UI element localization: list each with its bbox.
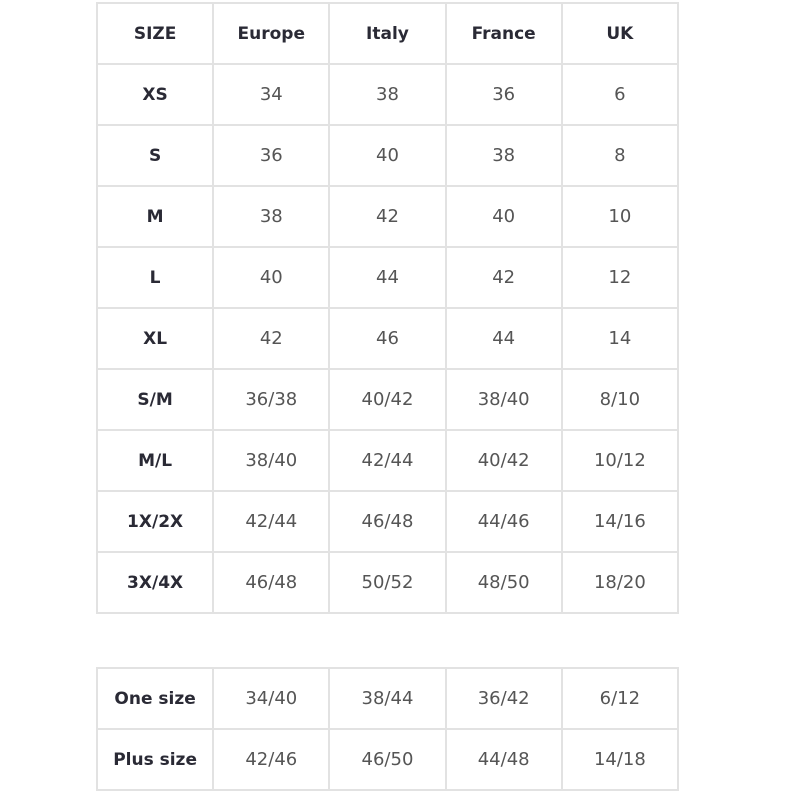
size-value-cell: 36 bbox=[444, 63, 563, 126]
table-row: One size 34/40 38/44 36/42 6/12 bbox=[95, 667, 680, 730]
size-value-cell: 46 bbox=[328, 307, 447, 370]
table-row: Plus size 42/46 46/50 44/48 14/18 bbox=[95, 728, 680, 791]
table-row: M/L 38/40 42/44 40/42 10/12 bbox=[95, 429, 680, 492]
table-row: XS 34 38 36 6 bbox=[95, 63, 680, 126]
header-row: SIZE Europe Italy France UK bbox=[95, 2, 680, 65]
size-value-cell: 46/50 bbox=[328, 728, 447, 791]
size-label-cell: 3X/4X bbox=[95, 551, 215, 614]
column-header: France bbox=[444, 2, 563, 65]
column-header: Italy bbox=[328, 2, 447, 65]
size-value-cell: 40 bbox=[444, 185, 563, 248]
size-value-cell: 44/48 bbox=[444, 728, 563, 791]
column-header: Europe bbox=[212, 2, 331, 65]
table-row: 1X/2X 42/44 46/48 44/46 14/16 bbox=[95, 490, 680, 553]
table-row: S/M 36/38 40/42 38/40 8/10 bbox=[95, 368, 680, 431]
size-value-cell: 10/12 bbox=[560, 429, 680, 492]
table-row: 3X/4X 46/48 50/52 48/50 18/20 bbox=[95, 551, 680, 614]
size-value-cell: 46/48 bbox=[328, 490, 447, 553]
size-value-cell: 46/48 bbox=[212, 551, 331, 614]
size-value-cell: 38 bbox=[212, 185, 331, 248]
size-value-cell: 42/46 bbox=[212, 728, 331, 791]
size-value-cell: 18/20 bbox=[560, 551, 680, 614]
size-value-cell: 14/16 bbox=[560, 490, 680, 553]
size-value-cell: 36/42 bbox=[444, 667, 563, 730]
size-value-cell: 38/44 bbox=[328, 667, 447, 730]
column-header: SIZE bbox=[95, 2, 215, 65]
size-value-cell: 38/40 bbox=[212, 429, 331, 492]
size-value-cell: 8/10 bbox=[560, 368, 680, 431]
size-value-cell: 6 bbox=[560, 63, 680, 126]
size-value-cell: 38 bbox=[444, 124, 563, 187]
size-value-cell: 38 bbox=[328, 63, 447, 126]
size-value-cell: 36/38 bbox=[212, 368, 331, 431]
size-value-cell: 44/46 bbox=[444, 490, 563, 553]
size-conversion-table: SIZE Europe Italy France UK XS 34 38 36 6 S 36 40 38 8… bbox=[95, 2, 680, 614]
size-label-cell: L bbox=[95, 246, 215, 309]
size-value-cell: 10 bbox=[560, 185, 680, 248]
size-label-cell: S/M bbox=[95, 368, 215, 431]
size-value-cell: 40 bbox=[328, 124, 447, 187]
size-value-cell: 38/40 bbox=[444, 368, 563, 431]
size-value-cell: 44 bbox=[328, 246, 447, 309]
size-value-cell: 42 bbox=[212, 307, 331, 370]
size-value-cell: 42/44 bbox=[328, 429, 447, 492]
size-value-cell: 14 bbox=[560, 307, 680, 370]
size-value-cell: 48/50 bbox=[444, 551, 563, 614]
size-value-cell: 42 bbox=[328, 185, 447, 248]
size-value-cell: 40/42 bbox=[444, 429, 563, 492]
size-label-cell: M bbox=[95, 185, 215, 248]
size-label-cell: XL bbox=[95, 307, 215, 370]
table-row: M 38 42 40 10 bbox=[95, 185, 680, 248]
size-value-cell: 12 bbox=[560, 246, 680, 309]
column-header: UK bbox=[560, 2, 680, 65]
size-value-cell: 42/44 bbox=[212, 490, 331, 553]
size-label-cell: 1X/2X bbox=[95, 490, 215, 553]
size-range-table: One size 34/40 38/44 36/42 6/12 Plus size 42/4… bbox=[95, 667, 680, 791]
size-value-cell: 44 bbox=[444, 307, 563, 370]
size-value-cell: 6/12 bbox=[560, 667, 680, 730]
size-label-cell: One size bbox=[95, 667, 215, 730]
size-value-cell: 34 bbox=[212, 63, 331, 126]
size-value-cell: 14/18 bbox=[560, 728, 680, 791]
size-value-cell: 40 bbox=[212, 246, 331, 309]
size-value-cell: 42 bbox=[444, 246, 563, 309]
size-value-cell: 8 bbox=[560, 124, 680, 187]
size-value-cell: 40/42 bbox=[328, 368, 447, 431]
size-label-cell: XS bbox=[95, 63, 215, 126]
size-label-cell: S bbox=[95, 124, 215, 187]
size-label-cell: Plus size bbox=[95, 728, 215, 791]
size-value-cell: 36 bbox=[212, 124, 331, 187]
size-value-cell: 34/40 bbox=[212, 667, 331, 730]
table-row: L 40 44 42 12 bbox=[95, 246, 680, 309]
size-value-cell: 50/52 bbox=[328, 551, 447, 614]
size-label-cell: M/L bbox=[95, 429, 215, 492]
table-row: S 36 40 38 8 bbox=[95, 124, 680, 187]
table-row: XL 42 46 44 14 bbox=[95, 307, 680, 370]
